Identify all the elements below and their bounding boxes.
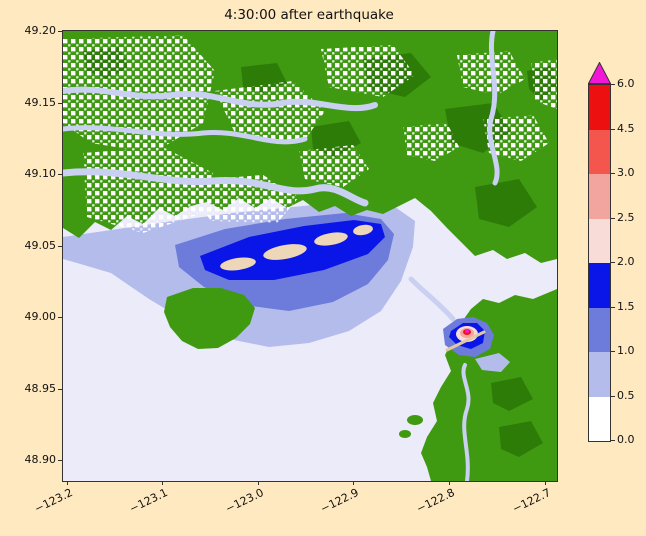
colorbar-tick-label: 2.0 <box>617 255 635 268</box>
colorbar-tick-label: 1.5 <box>617 299 635 313</box>
y-tick-label: 49.05 <box>24 238 57 252</box>
colorbar-tick-mark <box>611 217 615 219</box>
harbor-amplitude-over-6p0 <box>465 329 469 333</box>
x-tick-label: −122.9 <box>318 486 362 516</box>
colorbar-segment <box>589 129 610 174</box>
colorbar-tick-label: 0.0 <box>617 433 635 446</box>
y-tick-mark <box>58 460 62 461</box>
plot-title: 4:30:00 after earthquake <box>224 7 394 23</box>
y-tick-label: 48.90 <box>24 453 57 466</box>
colorbar-tick-label: 6.0 <box>617 77 635 90</box>
map-svg <box>63 31 557 481</box>
river-channel-6 <box>408 276 456 322</box>
x-tick-mark <box>162 481 164 485</box>
x-tick-label: −123.2 <box>32 486 75 516</box>
colorbar-tick-mark <box>611 84 615 85</box>
colorbar-tick-mark <box>611 262 615 263</box>
x-tick-mark <box>257 481 259 485</box>
colorbar-tick-label: 4.5 <box>617 121 635 135</box>
y-tick-mark <box>58 174 62 176</box>
colorbar-segment <box>589 263 610 308</box>
colorbar-segment <box>589 352 610 397</box>
river-channel-4 <box>487 31 500 186</box>
river-channel-1 <box>63 86 378 112</box>
river-channel-5 <box>461 363 471 481</box>
x-tick-mark <box>66 481 68 485</box>
harbor-sand-spit <box>445 330 486 352</box>
islet-2 <box>399 430 411 438</box>
islet-1 <box>407 415 423 425</box>
colorbar-tick-mark <box>611 128 615 130</box>
urban-area-4 <box>321 45 415 97</box>
x-tick-label: −123.1 <box>127 486 171 516</box>
colorbar-tick-mark <box>611 306 615 308</box>
x-tick-label: −122.8 <box>414 486 457 516</box>
y-tick-mark <box>58 31 62 33</box>
forest-patch-3 <box>475 179 537 227</box>
colorbar-tick-label: 2.5 <box>617 210 635 224</box>
y-tick-mark <box>58 317 62 319</box>
sandbar-island-3 <box>314 232 348 246</box>
colorbar <box>588 84 611 442</box>
y-tick-mark <box>58 245 62 247</box>
point-roberts-peninsula <box>164 288 255 349</box>
sandbar-island-2 <box>263 244 307 260</box>
colorbar-segment <box>589 174 610 219</box>
colorbar-segment <box>589 307 610 352</box>
urban-area-3 <box>215 81 325 143</box>
colorbar-tick-label: 0.5 <box>617 388 635 402</box>
x-tick-label: −123.0 <box>223 486 266 516</box>
urban-area-8 <box>299 145 369 187</box>
river-channel-3 <box>63 168 369 207</box>
colorbar-segment <box>589 218 610 263</box>
forest-patch-7 <box>499 421 543 457</box>
colorbar-tick-mark <box>611 173 615 174</box>
urban-area-6 <box>483 115 549 161</box>
colorbar-tick-label: 3.0 <box>617 166 635 179</box>
y-tick-mark <box>58 102 62 104</box>
colorbar-segment <box>589 85 610 130</box>
x-tick-mark <box>353 481 355 485</box>
colorbar-segment <box>589 396 610 441</box>
y-tick-mark <box>58 388 62 390</box>
colorbar-tick-label: 1.0 <box>617 344 635 357</box>
river-channel-2 <box>63 125 308 145</box>
map-axes <box>62 30 558 482</box>
urban-area-10 <box>531 59 557 109</box>
colorbar-tick-mark <box>611 440 615 441</box>
colorbar-tick-mark <box>611 395 615 397</box>
lagoon-amplitude-0p5-1p0 <box>475 353 510 372</box>
x-tick-label: −122.7 <box>509 486 553 516</box>
x-tick-mark <box>448 481 450 485</box>
colorbar-tick-mark <box>611 351 615 352</box>
urban-area-9 <box>403 123 459 161</box>
y-tick-label: 49.00 <box>24 310 57 324</box>
urban-area-2 <box>83 147 213 233</box>
colorbar-over-arrow <box>587 61 612 84</box>
y-tick-label: 49.10 <box>24 167 57 181</box>
forest-patch-6 <box>491 377 533 411</box>
x-tick-mark <box>544 481 546 485</box>
y-tick-label: 48.95 <box>24 381 57 395</box>
y-tick-label: 49.20 <box>24 24 57 38</box>
sandbar-island-4 <box>353 224 373 236</box>
y-tick-label: 49.15 <box>24 95 57 109</box>
sandbar-island-1 <box>220 257 256 271</box>
